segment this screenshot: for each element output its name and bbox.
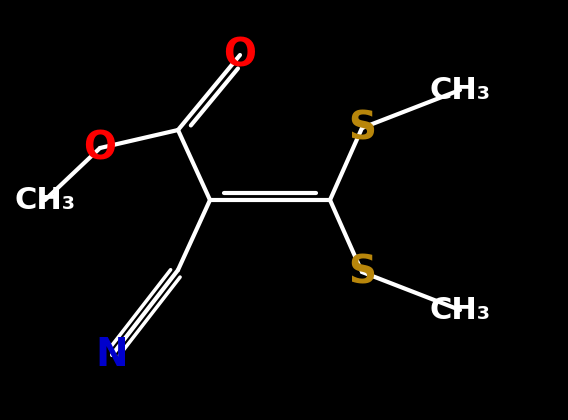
Text: N: N [95,336,128,374]
Text: O: O [83,129,116,167]
Text: O: O [223,36,257,74]
Text: S: S [348,109,376,147]
Text: CH₃: CH₃ [429,296,491,325]
Text: CH₃: CH₃ [14,186,76,215]
Text: CH₃: CH₃ [429,76,491,105]
Text: S: S [348,253,376,291]
